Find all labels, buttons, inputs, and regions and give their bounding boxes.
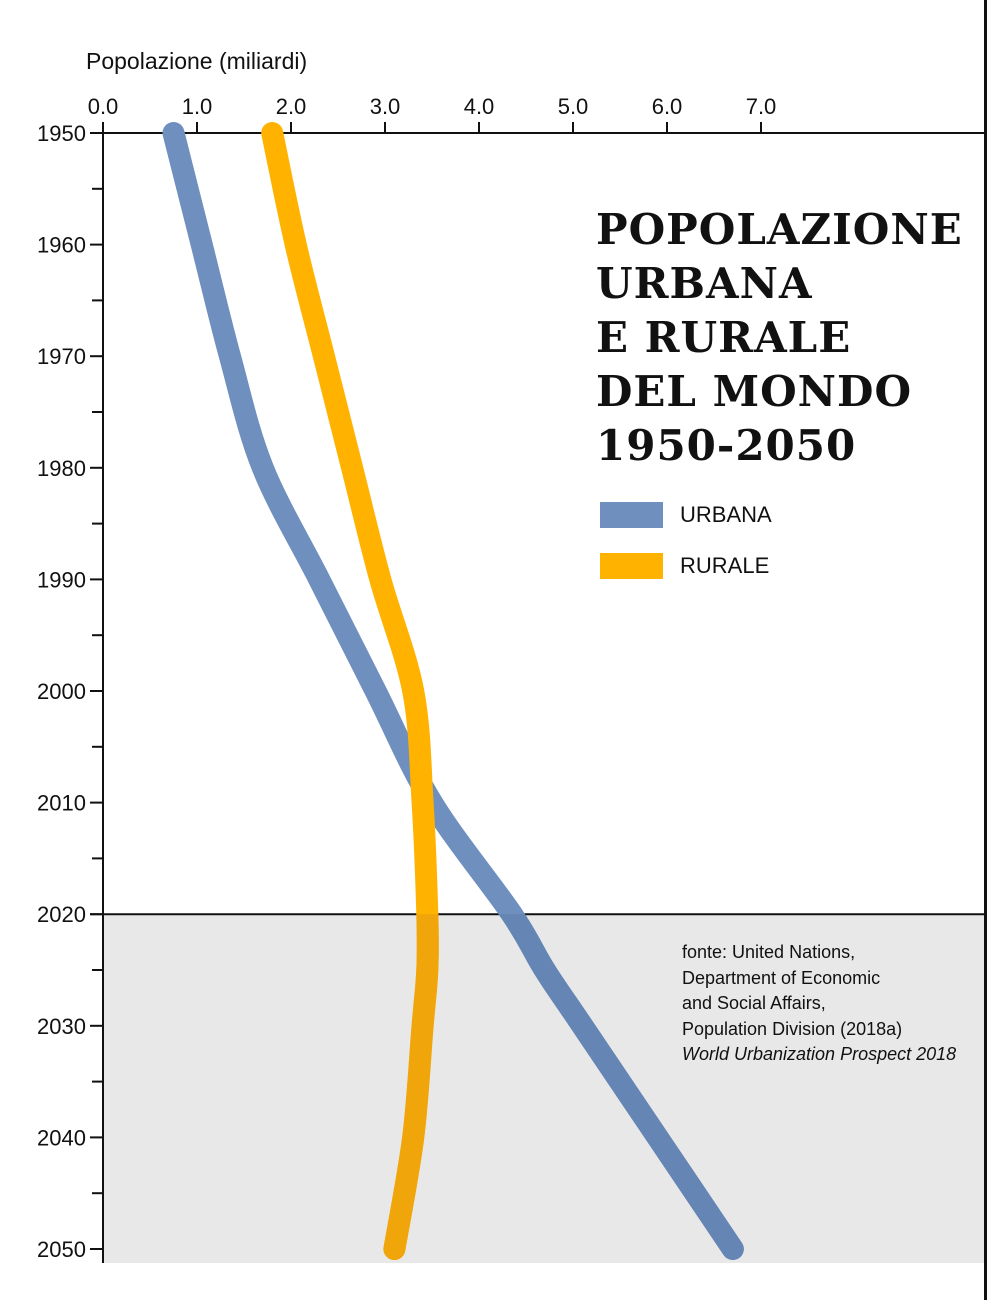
x-tick-label: 0.0 (88, 94, 119, 119)
x-tick-label: 4.0 (464, 94, 495, 119)
x-tick-label: 1.0 (182, 94, 213, 119)
x-tick-label: 2.0 (276, 94, 307, 119)
y-tick-label: 2020 (37, 902, 86, 927)
legend-item-rurale: RURALE (600, 551, 772, 581)
legend-label-urbana: URBANA (680, 502, 772, 527)
chart-title: POPOLAZIONE URBANA E RURALE DEL MONDO 19… (596, 205, 963, 470)
legend: URBANA RURALE (600, 500, 772, 602)
y-tick-label: 2050 (37, 1237, 86, 1262)
legend-item-urbana: URBANA (600, 500, 772, 530)
source-line: World Urbanization Prospect 2018 (682, 1044, 957, 1064)
legend-label-rurale: RURALE (680, 553, 770, 578)
y-tick-label: 1980 (37, 456, 86, 481)
x-axis-label: Popolazione (miliardi) (86, 48, 308, 74)
x-tick-label: 3.0 (370, 94, 401, 119)
series-line-rurale-projection (383, 914, 439, 1260)
x-tick-label: 5.0 (558, 94, 589, 119)
y-tick-label: 1950 (37, 121, 86, 146)
legend-swatch-urbana (600, 502, 663, 528)
x-tick-label: 6.0 (652, 94, 683, 119)
y-tick-label: 1960 (37, 233, 86, 258)
right-frame-edge (984, 0, 987, 1300)
y-tick-label: 2040 (37, 1125, 86, 1150)
source-line: Department of Economic (682, 967, 881, 988)
source-line: and Social Affairs, (682, 993, 826, 1013)
source-line: Population Division (2018a) (682, 1018, 903, 1039)
y-tick-label: 2000 (37, 679, 86, 704)
y-tick-label: 2030 (37, 1014, 86, 1039)
y-tick-label: 2010 (37, 791, 86, 816)
source-line: fonte: United Nations, (682, 942, 856, 962)
y-tick-label: 1970 (37, 344, 86, 369)
legend-swatch-rurale (600, 553, 663, 579)
source-note: fonte: United Nations, Department of Eco… (682, 940, 956, 1068)
series-line-urbana-projection (498, 914, 744, 1260)
y-tick-label: 1990 (37, 567, 86, 592)
x-tick-label: 7.0 (746, 94, 777, 119)
